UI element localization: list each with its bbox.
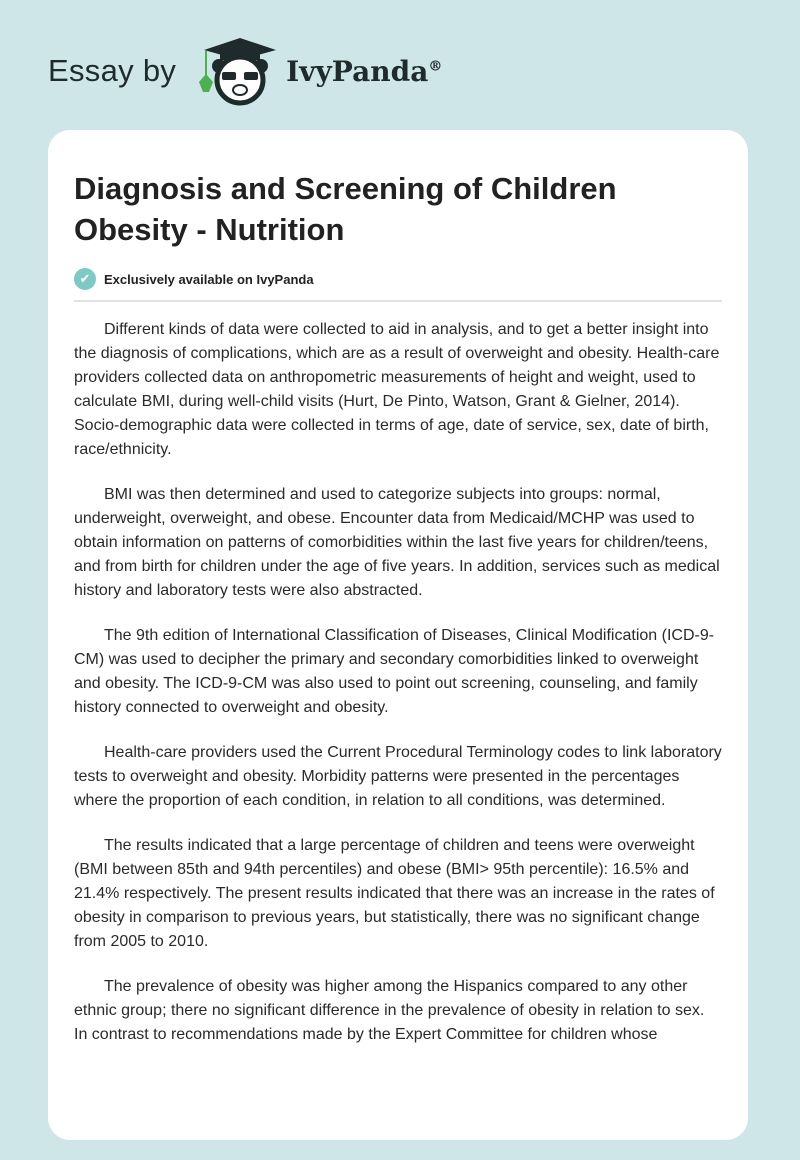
paragraph: Different kinds of data were collected t… (74, 321, 720, 458)
panda-logo-icon[interactable] (194, 36, 280, 106)
brand-name[interactable]: IvyPanda® (286, 55, 442, 88)
brand-text: IvyPanda (286, 54, 429, 88)
paragraph: Health-care providers used the Current P… (74, 744, 722, 809)
badge-text: Exclusively available on IvyPanda (104, 271, 314, 287)
paragraph: BMI was then determined and used to cate… (74, 486, 720, 599)
page-title: Diagnosis and Screening of Children Obes… (74, 171, 617, 247)
check-icon: ✔ (74, 268, 96, 290)
paragraph: The 9th edition of International Classif… (74, 627, 715, 716)
essay-card: Diagnosis and Screening of Children Obes… (48, 130, 748, 1140)
paragraph: The results indicated that a large perce… (74, 837, 715, 950)
paragraph: The prevalence of obesity was higher amo… (74, 978, 705, 1043)
registered-mark: ® (428, 58, 443, 75)
exclusive-badge: ✔ Exclusively available on IvyPanda (74, 268, 722, 290)
divider (74, 300, 722, 302)
essay-by-label: Essay by (48, 53, 177, 88)
site-header: Essay by IvyPanda® (48, 36, 442, 106)
essay-body: Different kinds of data were collected t… (74, 318, 722, 1047)
